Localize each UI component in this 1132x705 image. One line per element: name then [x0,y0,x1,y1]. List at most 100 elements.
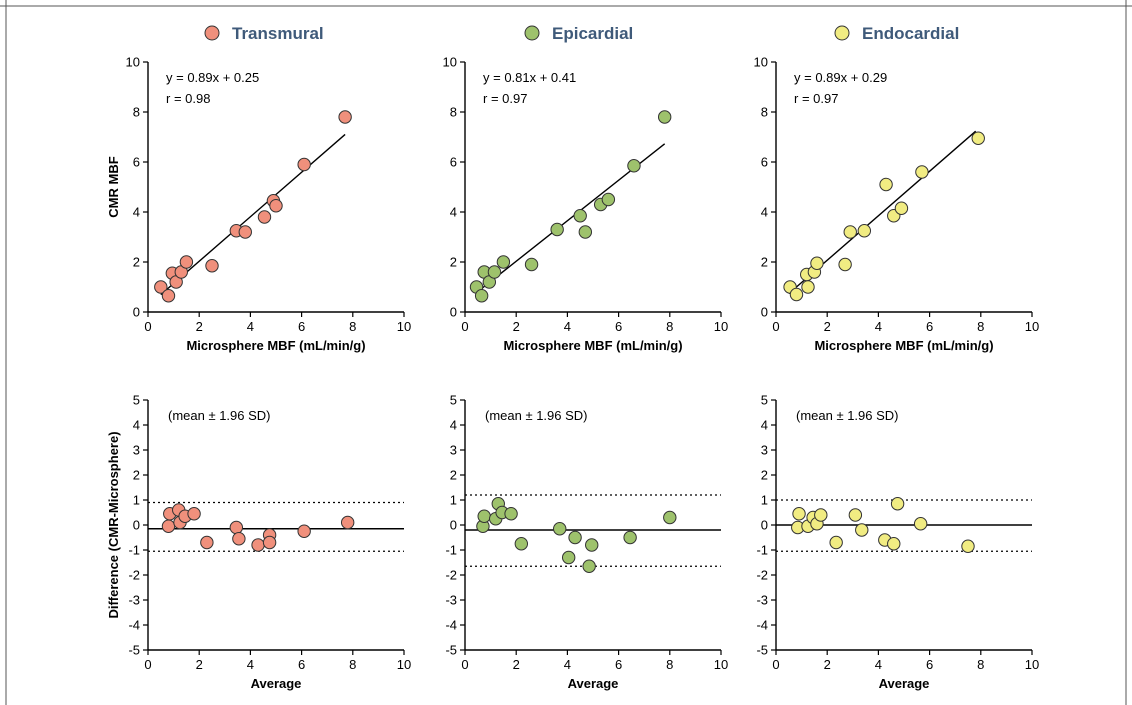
epicardial-ba-y-tick-label: 5 [450,393,457,408]
endocardial-ba-x-tick-label: 0 [772,657,779,672]
transmural-ba-y-tick-label: 1 [133,493,140,508]
endocardial-corr-x-tick-label: 8 [977,319,984,334]
transmural-corr-x-axis-label: Microsphere MBF (mL/min/g) [186,338,365,353]
epicardial-corr-data-point [524,257,539,272]
endocardial-corr-y-tick-label: 6 [761,155,768,170]
endocardial-ba-data-point [814,508,828,522]
transmural-corr-x-tick-label: 2 [196,319,203,334]
endocardial-ba-data-point [961,539,975,553]
epicardial-ba-y-tick-label: 3 [450,443,457,458]
endocardial-corr-data-point [789,287,804,302]
epicardial-ba-x-tick-label: 6 [615,657,622,672]
endocardial-corr-data-point [801,280,815,294]
transmural-ba-x-axis-label: Average [251,676,302,691]
endocardial-corr-y-tick-label: 8 [761,105,768,120]
endocardial-ba-x-tick-label: 10 [1025,657,1039,672]
endocardial-ba-y-tick-label: 5 [761,393,768,408]
transmural-ba-data-point [340,515,355,530]
transmural-ba-y-tick-label: 4 [133,418,140,433]
epicardial-ba-y-tick-label: -2 [445,568,457,583]
transmural-ba-y-tick-label: -4 [128,618,140,633]
epicardial-corr-data-point [627,159,641,173]
epicardial-ba-data-point [561,550,576,565]
transmural-ba-y-tick-label: -5 [128,643,140,658]
transmural-ba-y-axis-label: Difference (CMR-Microsphere) [106,431,121,618]
endocardial-ba-y-tick-label: -5 [756,643,768,658]
epicardial-ba-x-tick-label: 8 [666,657,673,672]
endocardial-ba-data-point [913,517,928,531]
legend-marker-transmural [204,25,220,41]
transmural-ba-y-tick-label: 0 [133,518,140,533]
endocardial-ba-x-tick-label: 2 [824,657,831,672]
transmural-ba-y-tick-label: -1 [128,543,140,558]
legend-item-epicardial: Epicardial [524,24,633,43]
transmural-corr-x-tick-label: 8 [349,319,356,334]
transmural-corr-annotation: r = 0.98 [166,91,210,106]
endocardial-corr-x-axis-label: Microsphere MBF (mL/min/g) [814,338,993,353]
transmural-ba-x-tick-label: 8 [349,657,356,672]
transmural-ba-data-point [187,507,201,521]
transmural-corr-data-point [154,280,168,294]
epicardial-corr-data-point [496,255,511,269]
epicardial-corr-annotation: r = 0.97 [483,91,527,106]
epicardial-ba-x-tick-label: 2 [513,657,520,672]
epicardial-ba-data-point [585,538,599,552]
epicardial-corr-data-point [601,192,616,207]
epicardial-corr-data-point [657,110,672,124]
endocardial-ba-y-tick-label: 0 [761,518,768,533]
panel-endocardial-correlation: 0 2 4 6 8 10 0 2 4 6 8 10 Microsphere MBF (mL/min/g)… [754,55,1040,354]
transmural-ba-x-tick-label: 0 [144,657,151,672]
transmural-corr-y-tick-label: 6 [133,155,140,170]
transmural-corr-data-point [179,255,194,269]
endocardial-corr-data-point [971,131,985,145]
transmural-corr-data-point [161,289,176,303]
transmural-corr-y-tick-label: 4 [133,205,140,220]
legend-label-endocardial: Endocardial [862,24,959,43]
transmural-ba-y-tick-label: 3 [133,443,140,458]
transmural-ba-annotation: (mean ± 1.96 SD) [168,408,271,423]
epicardial-corr-x-tick-label: 2 [513,319,520,334]
epicardial-corr-x-axis-label: Microsphere MBF (mL/min/g) [503,338,682,353]
transmural-corr-x-tick-label: 4 [247,319,254,334]
transmural-corr-data-point [205,259,219,273]
endocardial-ba-data-point [890,497,905,511]
transmural-ba-y-tick-label: -2 [128,568,140,583]
epicardial-ba-data-point [514,537,529,551]
legend-item-endocardial: Endocardial [834,24,959,43]
transmural-ba-data-point [251,538,265,552]
transmural-ba-x-tick-label: 6 [298,657,305,672]
endocardial-ba-x-tick-label: 4 [875,657,882,672]
endocardial-ba-y-tick-label: -1 [756,543,768,558]
panel-epicardial-bland-altman: -5 -4 -3 -2 -1 0 1 2 3 4 5 0 2 4 6 8 10 Average (mean ± 1.… [445,393,728,692]
legend: Transmural Epicardial Endocardial [204,24,959,43]
transmural-corr-regression-line [160,133,346,296]
legend-marker-endocardial [834,25,850,41]
endocardial-corr-x-tick-label: 6 [926,319,933,334]
endocardial-ba-annotation: (mean ± 1.96 SD) [796,408,899,423]
epicardial-ba-y-tick-label: -4 [445,618,457,633]
panel-endocardial-bland-altman: -5 -4 -3 -2 -1 0 1 2 3 4 5 0 2 4 6 8 10 Average (mean ± 1.… [756,393,1039,692]
epicardial-ba-y-tick-label: -3 [445,593,457,608]
epicardial-corr-data-point [573,209,587,223]
epicardial-corr-x-tick-label: 6 [615,319,622,334]
endocardial-corr-y-tick-label: 2 [761,255,768,270]
transmural-corr-data-point [269,199,283,213]
endocardial-corr-x-tick-label: 2 [824,319,831,334]
epicardial-corr-data-point [550,222,564,237]
endocardial-corr-x-tick-label: 4 [875,319,882,334]
endocardial-corr-y-tick-label: 4 [761,205,768,220]
endocardial-corr-data-point [915,165,929,179]
epicardial-corr-data-point [474,289,489,303]
transmural-ba-data-point [297,524,311,538]
endocardial-corr-data-point [838,257,852,272]
epicardial-corr-y-tick-label: 8 [450,105,457,120]
epicardial-ba-x-axis-label: Average [568,676,619,691]
epicardial-ba-data-point [623,530,637,545]
endocardial-corr-data-point [894,201,909,215]
transmural-ba-data-point [262,535,277,550]
transmural-ba-data-point [232,532,246,546]
epicardial-ba-y-tick-label: 2 [450,468,457,483]
transmural-ba-y-tick-label: -3 [128,593,140,608]
endocardial-corr-y-tick-label: 0 [761,305,768,320]
transmural-ba-data-point [161,519,176,533]
